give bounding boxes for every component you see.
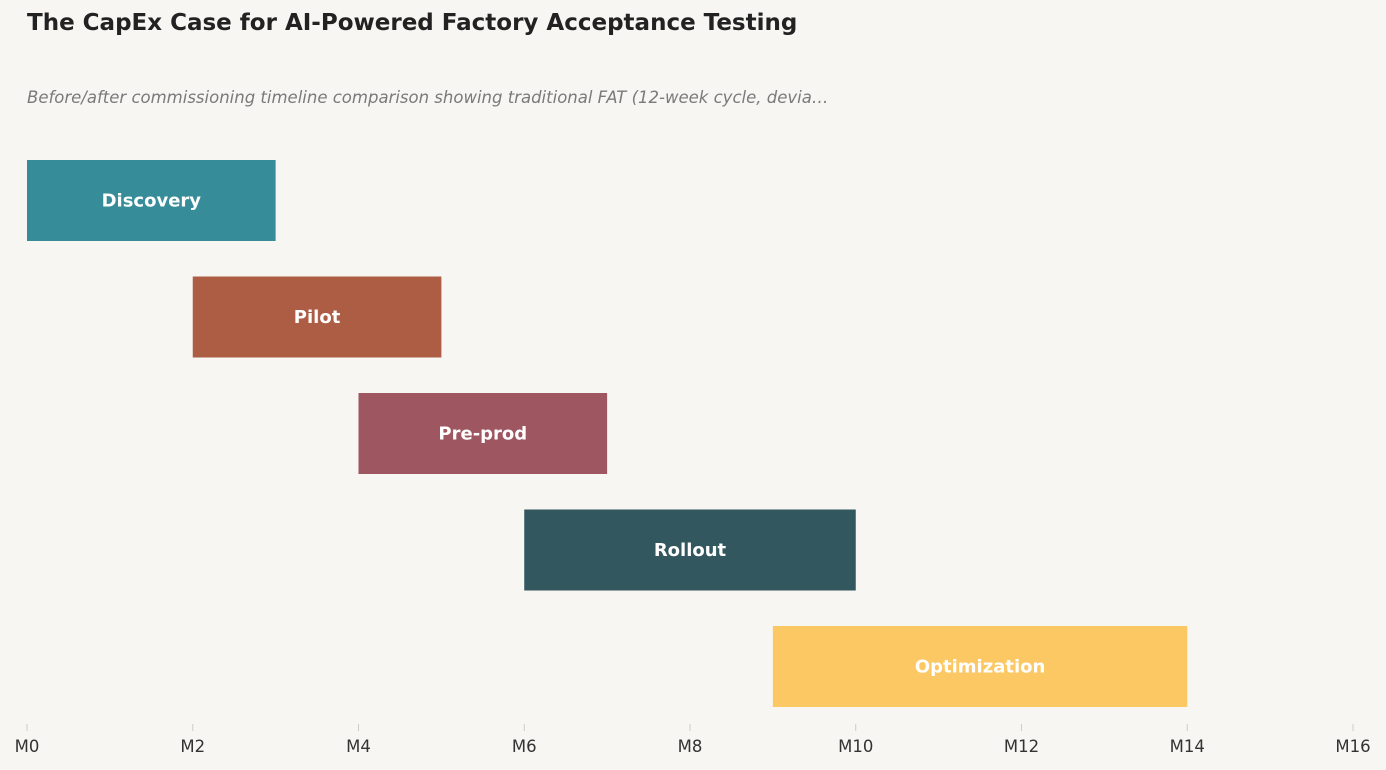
gantt-bar-rollout <box>524 509 856 591</box>
gantt-bar-label: Pilot <box>294 307 341 328</box>
gantt-bar-pilot <box>192 276 442 358</box>
x-axis: M0 M2 M4 M6 M8 M10 M12 M14 M16 <box>15 724 1371 756</box>
x-tick-label: M16 <box>1335 737 1370 756</box>
x-tick-label: M8 <box>678 737 703 756</box>
chart-subtitle: Before/after commissioning timeline comp… <box>27 88 829 107</box>
x-tick-label: M0 <box>15 737 40 756</box>
x-tick-label: M14 <box>1170 737 1205 756</box>
gantt-bar-label: Rollout <box>654 540 727 561</box>
x-tick-label: M2 <box>180 737 205 756</box>
gantt-bar-optimization <box>772 626 1188 707</box>
x-tick-label: M4 <box>346 737 371 756</box>
gantt-bar-discovery <box>27 160 276 241</box>
x-tick-label: M10 <box>838 737 873 756</box>
gantt-bar-label: Discovery <box>102 191 202 212</box>
bars-group: Discovery Pilot Pre-prod Rollout Optimizatio… <box>27 160 1188 707</box>
gantt-bar-pre-prod <box>358 393 608 474</box>
x-tick-label: M6 <box>512 737 537 756</box>
gantt-bar-label: Optimization <box>915 657 1045 678</box>
chart-title: The CapEx Case for AI-Powered Factory Ac… <box>27 10 798 36</box>
gantt-bar-label: Pre-prod <box>438 424 527 445</box>
x-tick-label: M12 <box>1004 737 1039 756</box>
